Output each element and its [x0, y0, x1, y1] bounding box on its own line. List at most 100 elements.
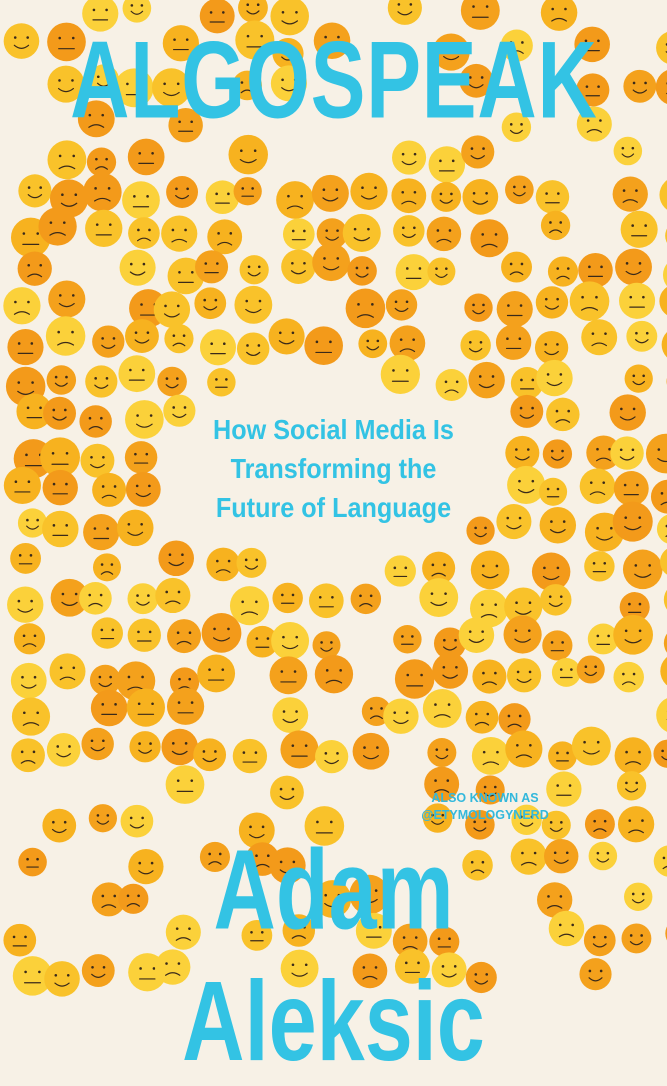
emoji-face-icon	[464, 294, 492, 322]
emoji-face-icon	[617, 771, 646, 800]
emoji-face-icon	[646, 434, 667, 474]
emoji-face-icon	[315, 740, 348, 773]
emoji-face-icon	[117, 510, 154, 547]
emoji-face-icon	[432, 653, 468, 689]
emoji-face-icon	[283, 218, 315, 250]
emoji-face-icon	[42, 511, 78, 547]
emoji-face-icon	[167, 688, 204, 725]
emoji-face-icon	[195, 250, 228, 283]
emoji-face-icon	[155, 578, 190, 613]
emoji-face-icon	[128, 619, 161, 652]
emoji-face-icon	[48, 281, 85, 318]
emoji-face-icon	[613, 502, 653, 542]
emoji-face-icon	[386, 289, 417, 320]
emoji-face-icon	[546, 398, 579, 431]
emoji-face-icon	[351, 584, 381, 614]
emoji-face-icon	[276, 181, 314, 219]
emoji-face-icon	[541, 211, 570, 240]
emoji-face-icon	[200, 329, 236, 365]
emoji-face-icon	[315, 655, 353, 693]
author-alias: ALSO KNOWN AS @ETYMOLOGYNERD	[395, 790, 575, 824]
emoji-face-icon	[234, 286, 272, 324]
emoji-face-icon	[536, 286, 568, 318]
emoji-face-icon	[237, 332, 269, 364]
emoji-face-icon	[309, 583, 344, 618]
emoji-face-icon	[383, 698, 418, 733]
emoji-face-icon	[272, 697, 308, 733]
emoji-face-icon	[535, 331, 568, 364]
emoji-face-icon	[118, 355, 155, 392]
emoji-face-icon	[498, 703, 530, 735]
emoji-face-icon	[92, 473, 126, 507]
emoji-face-icon	[497, 291, 533, 327]
emoji-face-icon	[623, 550, 663, 590]
emoji-face-icon	[157, 367, 187, 397]
emoji-face-icon	[164, 324, 193, 353]
emoji-face-icon	[610, 436, 643, 469]
emoji-face-icon	[7, 587, 43, 623]
emoji-face-icon	[158, 540, 194, 576]
emoji-face-icon	[83, 514, 119, 550]
emoji-face-icon	[207, 368, 235, 396]
emoji-face-icon	[347, 256, 377, 286]
emoji-face-icon	[548, 256, 578, 286]
emoji-face-icon	[166, 765, 205, 804]
emoji-face-icon	[79, 582, 112, 615]
emoji-face-icon	[572, 727, 611, 766]
emoji-face-icon	[18, 174, 51, 207]
emoji-face-icon	[127, 583, 158, 614]
aka-label: ALSO KNOWN AS	[395, 790, 575, 807]
emoji-face-icon	[312, 175, 349, 212]
emoji-face-icon	[312, 631, 340, 659]
emoji-face-icon	[656, 696, 667, 733]
emoji-face-icon	[423, 689, 462, 728]
emoji-face-icon	[427, 217, 462, 252]
emoji-face-icon	[540, 584, 571, 615]
emoji-face-icon	[47, 365, 77, 395]
book-subtitle: How Social Media Is Transforming the Fut…	[150, 410, 517, 527]
emoji-face-icon	[47, 140, 86, 179]
emoji-face-icon	[193, 738, 226, 771]
emoji-face-icon	[626, 321, 657, 352]
emoji-face-icon	[385, 555, 416, 586]
emoji-face-icon	[472, 659, 506, 693]
emoji-face-icon	[536, 360, 572, 396]
emoji-face-icon	[236, 548, 266, 578]
emoji-face-icon	[49, 653, 85, 689]
emoji-face-icon	[350, 173, 387, 210]
emoji-face-icon	[660, 653, 667, 690]
emoji-face-icon	[462, 179, 498, 215]
emoji-face-icon	[281, 249, 315, 283]
emoji-face-icon	[269, 318, 305, 354]
emoji-face-icon	[381, 355, 420, 394]
emoji-face-icon	[161, 729, 198, 766]
emoji-face-icon	[304, 326, 343, 365]
emoji-face-icon	[615, 249, 652, 286]
emoji-face-icon	[43, 397, 76, 430]
emoji-face-icon	[166, 176, 198, 208]
emoji-face-icon	[280, 730, 318, 768]
emoji-face-icon	[496, 325, 531, 360]
emoji-face-icon	[657, 514, 667, 544]
subtitle-line: Future of Language	[168, 488, 498, 527]
author-name: Adam Aleksic	[0, 830, 667, 1080]
emoji-face-icon	[47, 733, 81, 767]
emoji-face-icon	[419, 578, 458, 617]
emoji-face-icon	[11, 663, 47, 699]
emoji-face-icon	[391, 178, 426, 213]
emoji-face-icon	[429, 146, 466, 183]
emoji-face-icon	[540, 507, 576, 543]
emoji-face-icon	[233, 739, 267, 773]
emoji-face-icon	[613, 176, 648, 211]
emoji-face-icon	[504, 615, 542, 653]
emoji-face-icon	[11, 738, 45, 772]
emoji-face-icon	[161, 216, 197, 252]
emoji-face-icon	[395, 659, 435, 699]
emoji-face-icon	[358, 329, 387, 358]
emoji-face-icon	[14, 623, 45, 654]
subtitle-line: How Social Media Is	[168, 410, 498, 449]
emoji-face-icon	[346, 288, 386, 328]
emoji-face-icon	[543, 439, 572, 468]
emoji-face-icon	[12, 697, 50, 735]
aka-handle: @ETYMOLOGYNERD	[395, 807, 575, 824]
